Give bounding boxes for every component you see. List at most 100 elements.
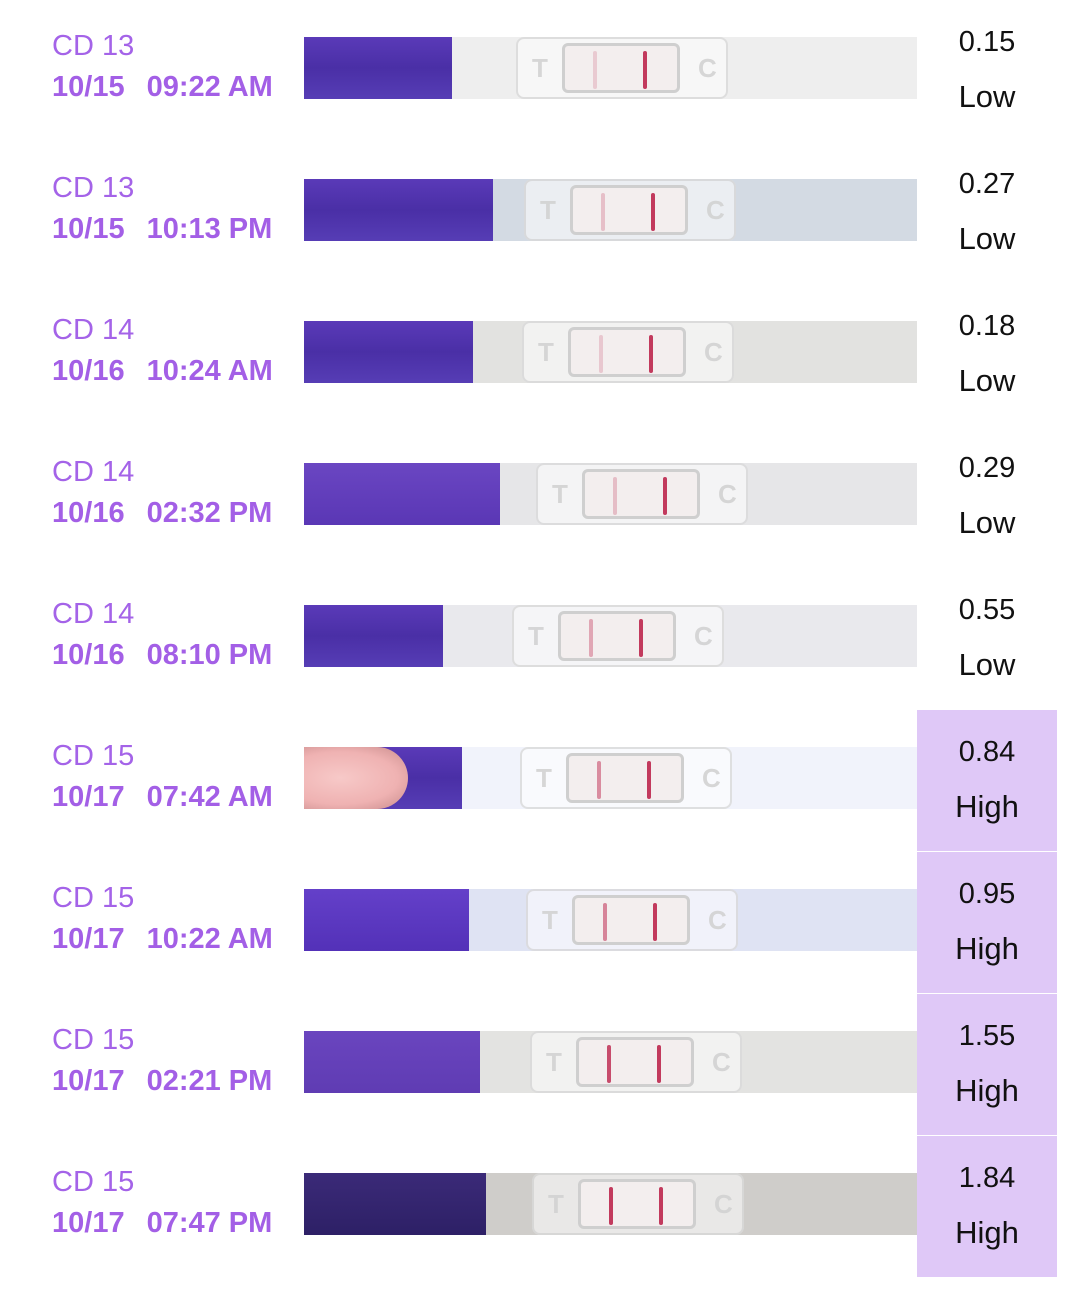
- time-text: 02:32 PM: [146, 497, 273, 529]
- date-time-label: 10/17 10:22 AM: [52, 921, 302, 957]
- test-strip-photo[interactable]: T C: [304, 1031, 917, 1093]
- date-text: 10/15: [52, 213, 125, 245]
- result-level: Low: [958, 79, 1016, 114]
- test-row[interactable]: CD 14 10/16 08:10 PM T C 0.55 Low: [0, 568, 1080, 710]
- control-marker-icon: C: [708, 905, 727, 935]
- date-time-label: 10/17 02:21 PM: [52, 1063, 302, 1099]
- test-row[interactable]: CD 14 10/16 10:24 AM T C 0.18 Low: [0, 284, 1080, 426]
- result-window: [558, 611, 676, 661]
- date-text: 10/16: [52, 355, 125, 387]
- result-cell: 1.84 High: [917, 1136, 1057, 1278]
- result-value: 0.15: [958, 26, 1016, 58]
- control-line: [657, 1045, 661, 1083]
- result-cell: 0.84 High: [917, 710, 1057, 852]
- time-text: 09:22 AM: [146, 71, 273, 103]
- test-strip-photo[interactable]: T C: [304, 605, 917, 667]
- test-line: [593, 51, 597, 89]
- test-strip-photo[interactable]: T C: [304, 321, 917, 383]
- test-row[interactable]: CD 15 10/17 07:42 AM T C 0.84 High: [0, 710, 1080, 852]
- result-cell: 0.95 High: [917, 852, 1057, 994]
- result-window: [562, 43, 680, 93]
- result-level: High: [955, 1215, 1019, 1250]
- finger-in-photo: [304, 747, 408, 809]
- strip-handle: [304, 179, 493, 241]
- result-window: [582, 469, 700, 519]
- cycle-day-label: CD 13: [52, 172, 135, 204]
- control-line: [663, 477, 667, 515]
- control-line: [647, 761, 651, 799]
- date-text: 10/17: [52, 781, 125, 813]
- test-label: CD 15 10/17 07:47 PM: [52, 1164, 302, 1241]
- result-level: Low: [958, 363, 1016, 398]
- test-strip-photo[interactable]: T C: [304, 463, 917, 525]
- time-text: 07:47 PM: [146, 1207, 273, 1239]
- test-marker-icon: T: [552, 479, 568, 509]
- control-line: [653, 903, 657, 941]
- control-marker-icon: C: [712, 1047, 731, 1077]
- test-strip-photo[interactable]: T C: [304, 889, 917, 951]
- test-row[interactable]: CD 15 10/17 10:22 AM T C 0.95 High: [0, 852, 1080, 994]
- date-time-label: 10/15 09:22 AM: [52, 69, 302, 105]
- control-marker-icon: C: [714, 1189, 733, 1219]
- test-line: [603, 903, 607, 941]
- result-level: High: [955, 1073, 1019, 1108]
- test-line: [599, 335, 603, 373]
- result-level: Low: [958, 647, 1016, 682]
- test-marker-icon: T: [528, 621, 544, 651]
- test-line: [597, 761, 601, 799]
- date-time-label: 10/17 07:42 AM: [52, 779, 302, 815]
- strip-handle: [304, 321, 473, 383]
- test-strip-photo[interactable]: T C: [304, 179, 917, 241]
- cycle-day-label: CD 15: [52, 1166, 135, 1198]
- result-window: [576, 1037, 694, 1087]
- result-value: 0.18: [958, 310, 1016, 342]
- test-label: CD 14 10/16 02:32 PM: [52, 454, 302, 531]
- test-row[interactable]: CD 13 10/15 10:13 PM T C 0.27 Low: [0, 142, 1080, 284]
- test-row[interactable]: CD 15 10/17 02:21 PM T C 1.55 High: [0, 994, 1080, 1136]
- test-row[interactable]: CD 14 10/16 02:32 PM T C 0.29 Low: [0, 426, 1080, 568]
- test-row[interactable]: CD 13 10/15 09:22 AM T C 0.15 Low: [0, 0, 1080, 142]
- result-value: 1.84: [958, 1162, 1016, 1194]
- cycle-day-label: CD 15: [52, 882, 135, 914]
- test-strip-photo[interactable]: T C: [304, 747, 917, 809]
- result-window: [578, 1179, 696, 1229]
- result-value: 0.29: [958, 452, 1016, 484]
- time-text: 10:22 AM: [146, 923, 273, 955]
- test-strip-photo[interactable]: T C: [304, 37, 917, 99]
- result-window: [570, 185, 688, 235]
- date-text: 10/17: [52, 1207, 125, 1239]
- cycle-day-label: CD 13: [52, 30, 135, 62]
- result-value: 0.55: [958, 594, 1016, 626]
- test-label: CD 15 10/17 02:21 PM: [52, 1022, 302, 1099]
- control-marker-icon: C: [718, 479, 737, 509]
- time-text: 07:42 AM: [146, 781, 273, 813]
- control-marker-icon: C: [706, 195, 725, 225]
- strip-cassette: T C: [530, 1031, 742, 1093]
- result-value: 0.84: [958, 736, 1016, 768]
- date-time-label: 10/16 10:24 AM: [52, 353, 302, 389]
- strip-cassette: T C: [522, 321, 734, 383]
- test-marker-icon: T: [546, 1047, 562, 1077]
- time-text: 02:21 PM: [146, 1065, 273, 1097]
- date-time-label: 10/15 10:13 PM: [52, 211, 302, 247]
- time-text: 08:10 PM: [146, 639, 273, 671]
- time-text: 10:13 PM: [146, 213, 273, 245]
- test-line: [609, 1187, 613, 1225]
- strip-handle: [304, 1173, 486, 1235]
- time-text: 10:24 AM: [146, 355, 273, 387]
- control-line: [649, 335, 653, 373]
- cycle-day-label: CD 14: [52, 456, 135, 488]
- test-label: CD 13 10/15 09:22 AM: [52, 28, 302, 105]
- cycle-day-label: CD 15: [52, 1024, 135, 1056]
- result-value: 1.55: [958, 1020, 1016, 1052]
- test-row[interactable]: CD 15 10/17 07:47 PM T C 1.84 High: [0, 1136, 1080, 1278]
- test-line: [607, 1045, 611, 1083]
- test-line: [613, 477, 617, 515]
- test-marker-icon: T: [542, 905, 558, 935]
- control-line: [651, 193, 655, 231]
- control-marker-icon: C: [698, 53, 717, 83]
- test-strip-photo[interactable]: T C: [304, 1173, 917, 1235]
- test-line: [601, 193, 605, 231]
- result-cell: 0.18 Low: [917, 284, 1057, 426]
- result-cell: 0.15 Low: [917, 0, 1057, 142]
